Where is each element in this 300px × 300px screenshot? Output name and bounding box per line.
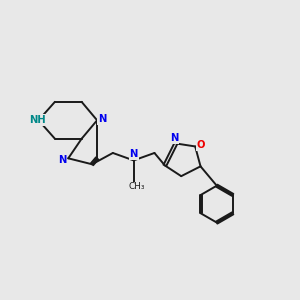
Text: N: N: [130, 149, 138, 159]
Text: O: O: [197, 140, 206, 150]
Text: N: N: [98, 114, 106, 124]
Text: CH₃: CH₃: [129, 182, 146, 191]
Text: N: N: [58, 155, 67, 165]
Text: NH: NH: [29, 115, 45, 125]
Text: N: N: [170, 133, 178, 143]
